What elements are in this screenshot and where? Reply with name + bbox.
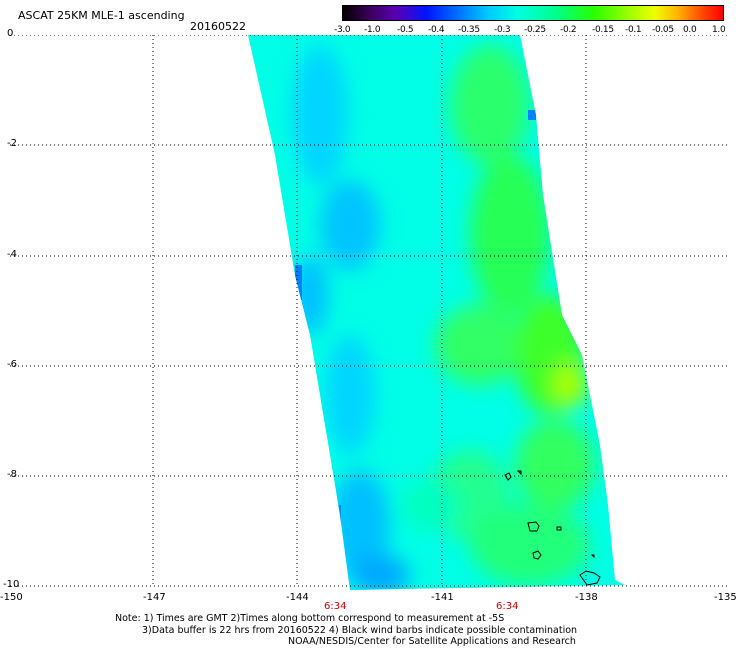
lat-label: -8 (7, 469, 17, 480)
map-plot (10, 35, 730, 590)
map-date: 20160522 (190, 20, 246, 33)
colorbar-tick: -0.35 (458, 25, 480, 35)
colorbar-tick: -0.1 (625, 25, 642, 35)
colorbar-tick: -0.4 (428, 25, 445, 35)
colorbar-tick: 1.0 (712, 25, 726, 35)
lon-label: -141 (431, 592, 454, 603)
colorbar-tick: -0.3 (494, 25, 511, 35)
footnote-line: 3)Data buffer is 22 hrs from 20160522 4)… (142, 624, 578, 636)
colorbar-tick: -1.0 (364, 25, 381, 35)
colorbar-tick: -0.25 (524, 25, 546, 35)
time-label: 6:34 (496, 601, 519, 612)
colorbar-tick: -3.0 (334, 25, 351, 35)
colorbar-tick: -0.15 (592, 25, 614, 35)
lon-label: -135 (714, 592, 737, 603)
lon-label: -147 (143, 592, 166, 603)
colorbar (342, 5, 724, 21)
map-title: ASCAT 25KM MLE-1 ascending (18, 9, 185, 22)
lon-label: -138 (575, 592, 598, 603)
graticule (10, 35, 730, 587)
footnote-line: NOAA/NESDIS/Center for Satellite Applica… (288, 636, 576, 647)
footnotes: Note: 1) Times are GMT 2)Times along bot… (115, 613, 577, 648)
lat-label: -10 (3, 579, 20, 590)
lat-label: 0 (7, 28, 14, 39)
lon-label: -144 (286, 592, 309, 603)
lat-label: -4 (7, 249, 17, 260)
time-label: 6:34 (324, 601, 347, 612)
colorbar-tick: -0.05 (652, 25, 674, 35)
colorbar-tick: -0.5 (397, 25, 414, 35)
satellite-swath (248, 35, 625, 590)
lat-label: -6 (7, 359, 17, 370)
lon-label: -150 (0, 592, 23, 603)
footnote-line: Note: 1) Times are GMT 2)Times along bot… (115, 613, 505, 624)
colorbar-tick: -0.2 (560, 25, 577, 35)
colorbar-tick: 0.0 (683, 25, 697, 35)
lat-label: -2 (7, 138, 17, 149)
